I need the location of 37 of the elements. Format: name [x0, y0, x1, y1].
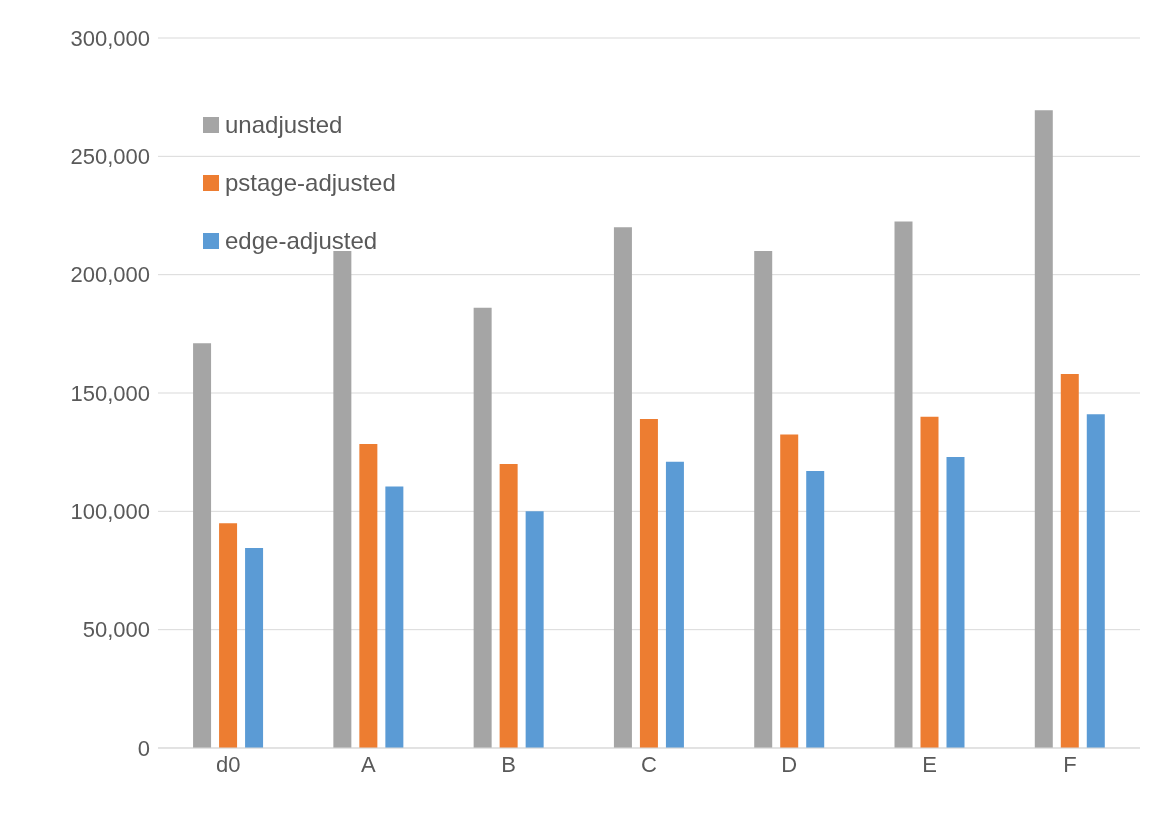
bar — [665, 461, 684, 748]
bar — [946, 456, 965, 748]
bar — [1060, 374, 1079, 748]
y-tick-label: 100,000 — [70, 499, 150, 525]
y-tick-label: 200,000 — [70, 262, 150, 288]
bar — [385, 486, 404, 748]
y-tick-label: 300,000 — [70, 25, 150, 51]
bar — [780, 434, 799, 748]
bar — [1086, 414, 1105, 748]
bar — [193, 343, 212, 748]
x-tick-label: E — [922, 751, 937, 777]
x-tick-label: d0 — [215, 751, 241, 777]
bar — [639, 419, 658, 748]
bar — [894, 221, 913, 748]
bar — [473, 307, 492, 748]
x-tick-label: C — [641, 751, 658, 777]
bar — [499, 464, 518, 748]
legend-label: edge-adjusted — [225, 227, 378, 255]
bar — [1034, 110, 1053, 748]
bar — [613, 227, 632, 748]
y-tick-label: 150,000 — [70, 380, 150, 406]
bar — [525, 511, 544, 748]
bar — [359, 443, 378, 748]
y-tick-label: 0 — [137, 735, 150, 761]
legend-label: pstage-adjusted — [225, 169, 396, 197]
x-tick-label: F — [1063, 751, 1077, 777]
x-tick-label: A — [361, 751, 377, 777]
x-tick-label: B — [501, 751, 517, 777]
legend-label: unadjusted — [225, 111, 343, 139]
y-tick-label: 50,000 — [82, 617, 150, 643]
bar — [806, 471, 825, 748]
x-tick-label: D — [781, 751, 798, 777]
bar — [754, 251, 773, 748]
bar — [920, 416, 939, 748]
bar — [219, 523, 238, 748]
y-tick-label: 250,000 — [70, 144, 150, 170]
bar — [245, 548, 264, 748]
